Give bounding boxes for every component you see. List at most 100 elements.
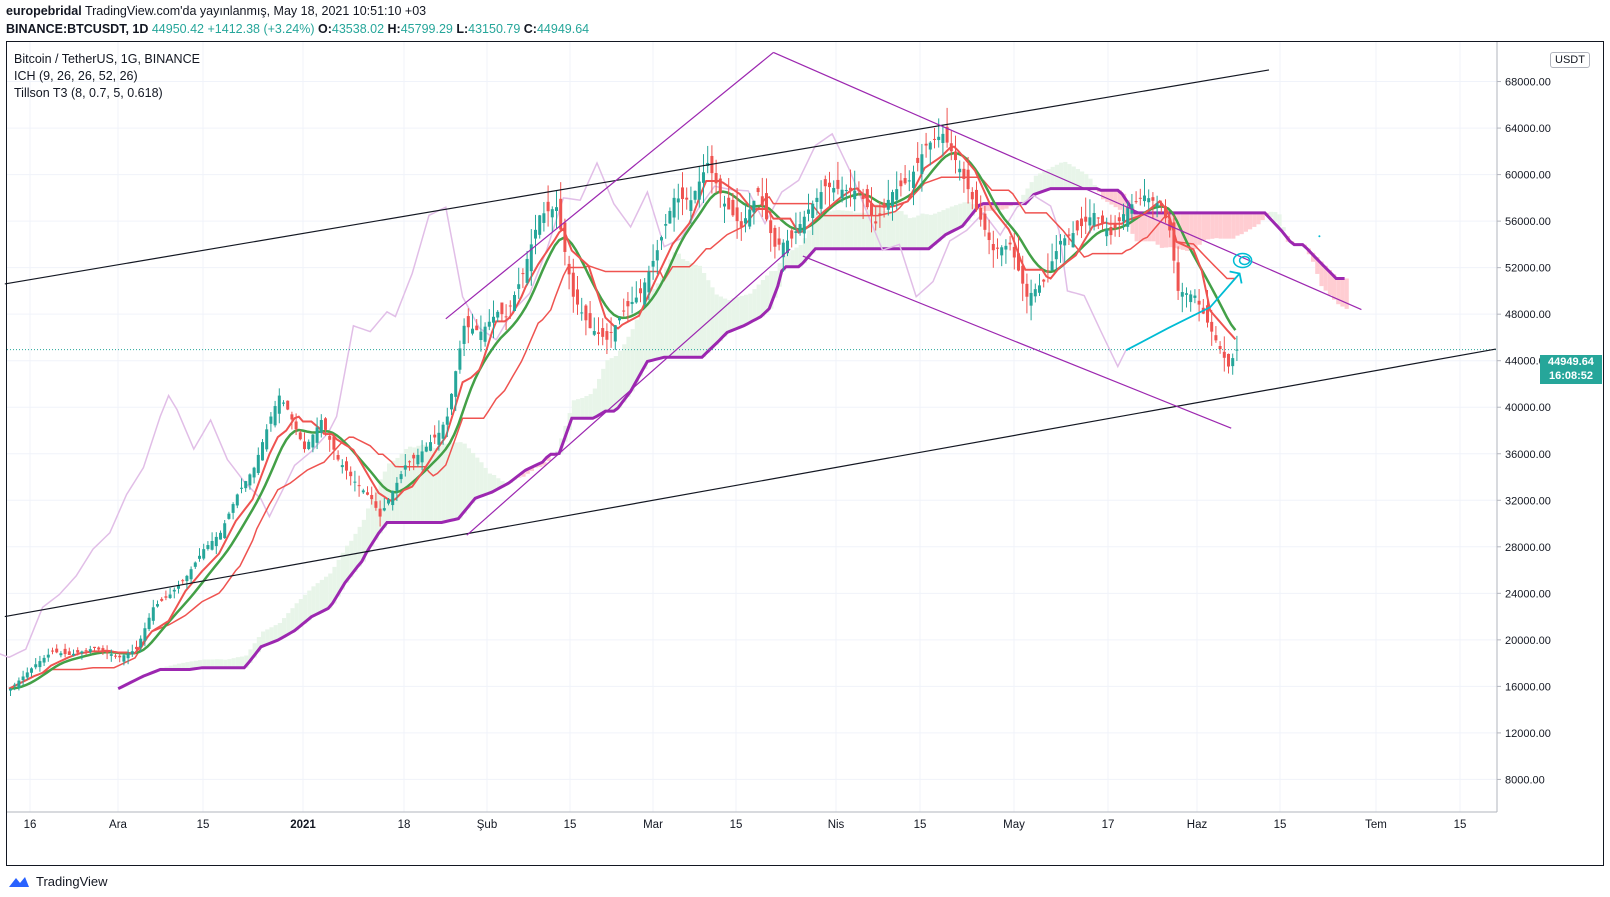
candle-body [655, 250, 659, 261]
cloud-segment [773, 270, 778, 298]
candle-body [59, 653, 63, 656]
cloud-segment [492, 475, 497, 493]
cloud-segment [870, 207, 875, 249]
candle-body [941, 133, 945, 143]
price-tick-label: 28000.00 [1505, 542, 1551, 554]
candle-body [1004, 245, 1008, 250]
currency-button[interactable]: USDT [1550, 52, 1590, 68]
target-circle-outer [1232, 252, 1253, 269]
cloud-segment [1143, 212, 1148, 242]
candles [9, 107, 1239, 696]
candle-body [374, 501, 378, 508]
cloud-segment [538, 464, 543, 467]
candle-body [198, 555, 201, 559]
price-tick-label: 20000.00 [1505, 635, 1551, 647]
candle-body [1159, 203, 1163, 207]
cloud-segment [240, 656, 245, 668]
cloud-segment [903, 214, 908, 249]
price-tick-label: 40000.00 [1505, 402, 1551, 414]
legend-tillson[interactable]: Tillson T3 (8, 0.7, 5, 0.618) [14, 86, 163, 100]
candle-body [492, 316, 495, 323]
cloud-segment [1176, 212, 1181, 249]
cloud-segment [769, 271, 774, 309]
candle-body [303, 441, 306, 450]
time-tick-label: 16 [24, 819, 37, 831]
cloud-segment [920, 213, 925, 249]
cloud-segment [618, 350, 623, 408]
candle-body [76, 650, 80, 653]
cloud-segment [441, 443, 446, 523]
cloud-segment [907, 218, 912, 249]
candle-body [525, 258, 529, 283]
cloud-segment [303, 594, 308, 624]
candle-body [987, 232, 991, 241]
candle-body [416, 454, 420, 465]
cloud-segment [916, 215, 921, 249]
candle-body [177, 585, 180, 589]
cloud-segment [991, 203, 996, 211]
candle-body [996, 247, 999, 249]
candle-body [828, 182, 831, 188]
tradingview-logo-icon[interactable] [8, 875, 30, 889]
candle-body [937, 136, 941, 141]
cloud-segment [945, 208, 950, 235]
cloud-segment [937, 211, 942, 242]
cloud-segment [357, 526, 362, 567]
candle-body [420, 451, 424, 463]
candle-body [903, 178, 907, 184]
candle-body [576, 289, 579, 305]
candle-body [1008, 242, 1012, 245]
candle-body [681, 187, 684, 200]
candle-body [202, 549, 206, 559]
candle-body [475, 325, 479, 331]
descending-channel-lower [802, 255, 1232, 429]
time-tick-label: 15 [197, 819, 210, 831]
cloud-segment [328, 573, 333, 609]
legend-ichimoku[interactable]: ICH (9, 26, 26, 52, 26) [14, 69, 138, 83]
footer-brand[interactable]: TradingView [36, 874, 108, 889]
candle-body [857, 189, 861, 191]
legend-title[interactable]: Bitcoin / TetherUS, 1G, BINANCE [14, 52, 200, 66]
time-tick-label: 15 [1274, 819, 1287, 831]
author-name[interactable]: europebridal [6, 4, 82, 18]
candle-body [1096, 217, 1100, 219]
candle-body [874, 221, 878, 224]
candle-body [739, 221, 743, 227]
candle-body [1025, 283, 1029, 297]
cloud-segment [1075, 169, 1080, 189]
candle-body [546, 201, 550, 212]
candle-body [907, 180, 911, 182]
cloud-segment [479, 462, 484, 497]
candle-body [1033, 289, 1037, 297]
cloud-segment [655, 283, 660, 360]
cloud-segment [1164, 212, 1169, 248]
candle-body [80, 651, 84, 654]
price-axis: 8000.00 12000.00 16000.00 20000.00 24000.00 2… [1496, 42, 1551, 812]
candle-body [353, 481, 357, 483]
cloud-segment [597, 378, 602, 417]
candle-body [479, 331, 483, 340]
cloud-segment [1323, 265, 1328, 291]
cloud-segment [525, 470, 530, 474]
cloud-segment [416, 445, 421, 523]
cloud-segment [735, 297, 740, 330]
chart-frame[interactable] [6, 41, 1604, 866]
candle-body [1122, 214, 1125, 222]
cloud-segment [521, 473, 526, 477]
cloud-segment [214, 659, 219, 668]
cloud-segment [601, 368, 606, 414]
ohlc-header: BINANCE:BTCUSDT, 1D 44950.42 +1412.38 (+… [6, 22, 589, 36]
candle-body [282, 402, 285, 404]
candle-body [807, 209, 810, 214]
cloud-segment [1260, 212, 1265, 221]
cloud-segment [1155, 212, 1160, 245]
candle-body [1134, 201, 1138, 203]
cloud-segment [912, 217, 917, 249]
candle-body [156, 604, 159, 607]
candle-body [878, 213, 882, 216]
cloud-segment [424, 445, 429, 523]
candle-body [403, 465, 407, 470]
cloud-segment [1063, 161, 1068, 189]
cloud-segment [613, 355, 618, 412]
